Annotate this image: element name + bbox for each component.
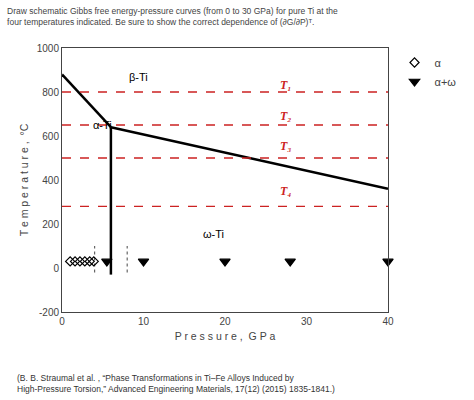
- svg-text:0: 0: [59, 316, 65, 327]
- svg-text:T e m p e r a t u r e , °C: T e m p e r a t u r e , °C: [18, 123, 30, 236]
- svg-text:20: 20: [219, 316, 231, 327]
- svg-text:T₄: T₄: [280, 184, 292, 198]
- svg-text:P r e s s u r e , G P a: P r e s s u r e , G P a: [175, 330, 276, 342]
- svg-text:α+ω: α+ω: [435, 76, 457, 88]
- svg-text:Draw schematic Gibbs free ener: Draw schematic Gibbs free energy-pressur…: [7, 6, 338, 27]
- svg-text:400: 400: [42, 175, 59, 186]
- svg-text:1000: 1000: [37, 43, 60, 54]
- svg-text:200: 200: [42, 219, 59, 230]
- svg-text:β-Ti: β-Ti: [129, 71, 148, 83]
- svg-text:600: 600: [42, 131, 59, 142]
- svg-text:0: 0: [53, 263, 59, 274]
- svg-text:T₃: T₃: [280, 139, 292, 153]
- svg-text:-200: -200: [39, 307, 59, 318]
- svg-text:800: 800: [42, 87, 59, 98]
- svg-text:T₁: T₁: [280, 78, 292, 92]
- svg-text:T₂: T₂: [280, 109, 292, 123]
- svg-text:40: 40: [382, 316, 394, 327]
- svg-text:10: 10: [138, 316, 150, 327]
- svg-text:ω-Ti: ω-Ti: [203, 228, 224, 240]
- svg-text:(B. B. Straumal et al. , “Phas: (B. B. Straumal et al. , “Phase Transfor…: [17, 373, 335, 394]
- svg-text:α: α: [435, 57, 442, 69]
- svg-text:α-Ti: α-Ti: [93, 119, 112, 131]
- svg-text:30: 30: [301, 316, 313, 327]
